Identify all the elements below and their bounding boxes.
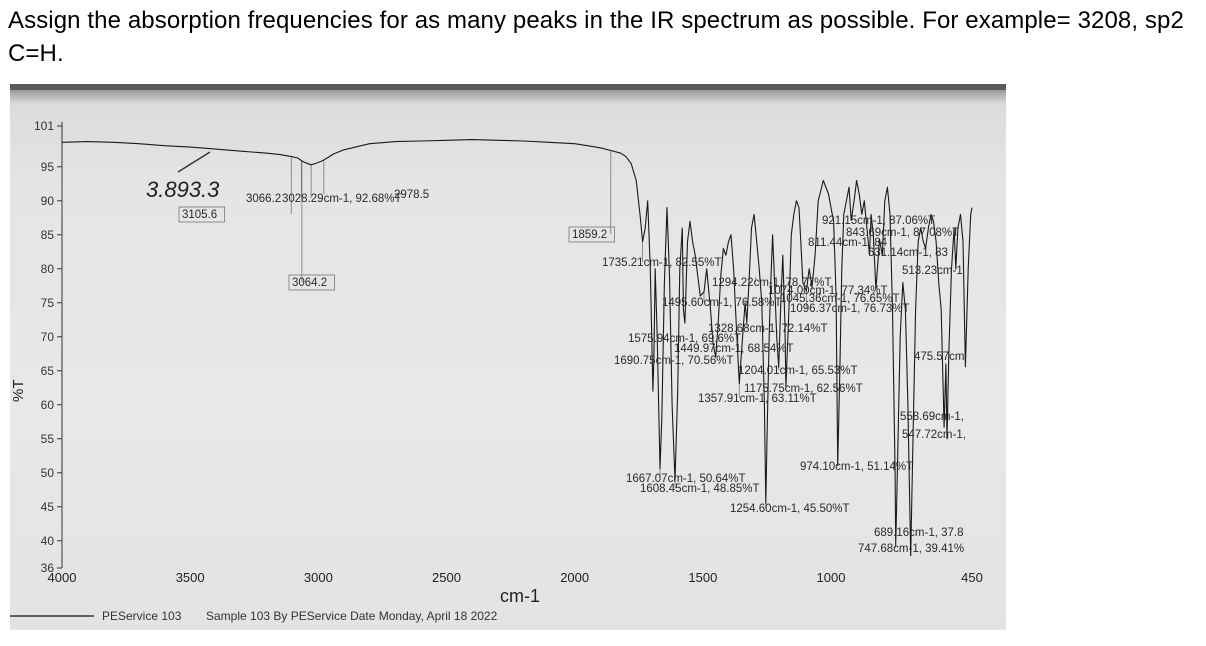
peak-annotation-label: 1294.22cm-1, 78.77%T	[712, 277, 832, 289]
peak-annotation-label: 631.14cm-1, 83	[868, 247, 948, 259]
y-tick-label: 45	[41, 500, 55, 514]
question-text: Assign the absorption frequencies for as…	[8, 7, 1184, 67]
peak-annotation-label: 1575.94cm-1, 69.6%T	[628, 333, 741, 345]
peak-annotation-label: 811.44cm-1, 84	[808, 237, 888, 249]
peak-annotation-label: 513.23cm-1	[902, 265, 963, 277]
peak-annotation-label: 1449.97cm-1, 68.54%T	[674, 343, 794, 355]
peak-annotation-label: 1495.60cm-1, 76.58%T	[662, 297, 782, 309]
peak-annotation-label: 1254.60cm-1, 45.50%T	[730, 503, 850, 515]
peak-annotation-label: 1608.45cm-1, 48.85%T	[640, 483, 760, 495]
x-axis-label: cm-1	[500, 586, 540, 606]
y-tick-label: 75	[41, 296, 55, 310]
footer-service: PEService 103	[102, 609, 182, 623]
trace-layer	[61, 139, 973, 557]
x-tick-label: 1000	[817, 570, 846, 585]
peak-annotation-label: 974.10cm-1, 51.14%T	[800, 461, 913, 473]
x-tick-label: 2000	[560, 570, 589, 585]
y-tick-label: 50	[41, 466, 55, 480]
peak-annotation-label: 2978.5	[394, 189, 429, 201]
peak-annotation-label: 1357.91cm-1, 63.11%T	[698, 393, 817, 405]
spectrum-photo: %T 101 95 90 85 80 75 70 65 60 55 50 45 40 36 4000 3500…	[10, 84, 1006, 630]
peak-annotation-label: 689.16cm-1, 37.8	[874, 527, 964, 539]
y-tick-label: 95	[41, 160, 55, 174]
peak-label-box	[568, 226, 615, 243]
x-tick-label: 3000	[304, 570, 333, 585]
x-tick-label: 2500	[432, 570, 461, 585]
peak-label-box	[288, 274, 335, 291]
peak-annotation-label: 547.72cm-1,	[902, 429, 966, 441]
x-tick-label: 450	[961, 570, 983, 585]
peak-annotation-label: 475.57cm	[914, 351, 965, 363]
peak-annotation-label: 1859.2	[572, 229, 607, 241]
footer-sample: Sample 103 By PEService Date Monday, Apr…	[206, 609, 498, 623]
y-tick-label: 65	[41, 364, 55, 378]
peak-annotation-label: 1328.68cm-1, 72.14%T	[708, 323, 828, 335]
peak-annotation-label: 1074.00cm-1, 77.34%T	[768, 285, 888, 297]
y-tick-label: 90	[41, 194, 55, 208]
y-tick-label: 101	[34, 119, 54, 133]
peak-annotation-label: 558.69cm-1,	[900, 411, 964, 423]
y-tick-label: 70	[41, 330, 55, 344]
peak-annotation-label: 1204.01cm-1, 65.53%T	[738, 365, 858, 377]
y-tick-label: 85	[41, 228, 55, 242]
x-tick-label: 3500	[176, 570, 205, 585]
peak-annotation-label: 1735.21cm-1, 82.55%T	[602, 257, 722, 269]
y-tick-label: 60	[41, 398, 55, 412]
peak-annotation-label: 1690.75cm-1, 70.56%T	[614, 355, 734, 367]
peak-annotation-label: 3105.6	[182, 209, 217, 221]
peak-annotation-label: 921.15cm-1, 87.06%T	[822, 215, 935, 227]
peak-annotation-label: 3028.29cm-1, 92.68%T	[282, 193, 402, 205]
peak-annotation-label: 843.69cm-1, 87.08%T	[846, 227, 959, 239]
x-tick-label: 4000	[48, 570, 77, 585]
peak-annotation-label: 1175.75cm-1, 62.56%T	[744, 383, 863, 395]
handwritten-arrow	[177, 151, 211, 173]
annotations-layer	[178, 150, 966, 556]
peak-annotation-label: 1667.07cm-1, 50.64%T	[626, 473, 746, 485]
photo-top-shadow	[10, 90, 1006, 104]
y-tick-label: 55	[41, 432, 55, 446]
y-tick-label: 40	[41, 534, 55, 548]
spectrum-trace	[61, 139, 973, 557]
handwritten-note: 3.893.3	[146, 177, 220, 202]
y-tick-label: 36	[41, 561, 55, 575]
peak-annotation-label: 747.68cm-1, 39.41%	[858, 543, 964, 555]
peak-annotation-label: 3064.2	[292, 277, 327, 289]
x-tick-label: 1500	[688, 570, 717, 585]
peak-label-box	[178, 206, 225, 223]
peak-annotation-label: 3066.2	[246, 193, 281, 205]
peak-annotation-label: 1096.37cm-1, 76.73%T	[790, 303, 910, 315]
peak-annotation-label: 1045.36cm-1, 76.65%T	[780, 293, 900, 305]
axes-layer	[10, 122, 211, 617]
y-tick-label: 80	[41, 262, 55, 276]
